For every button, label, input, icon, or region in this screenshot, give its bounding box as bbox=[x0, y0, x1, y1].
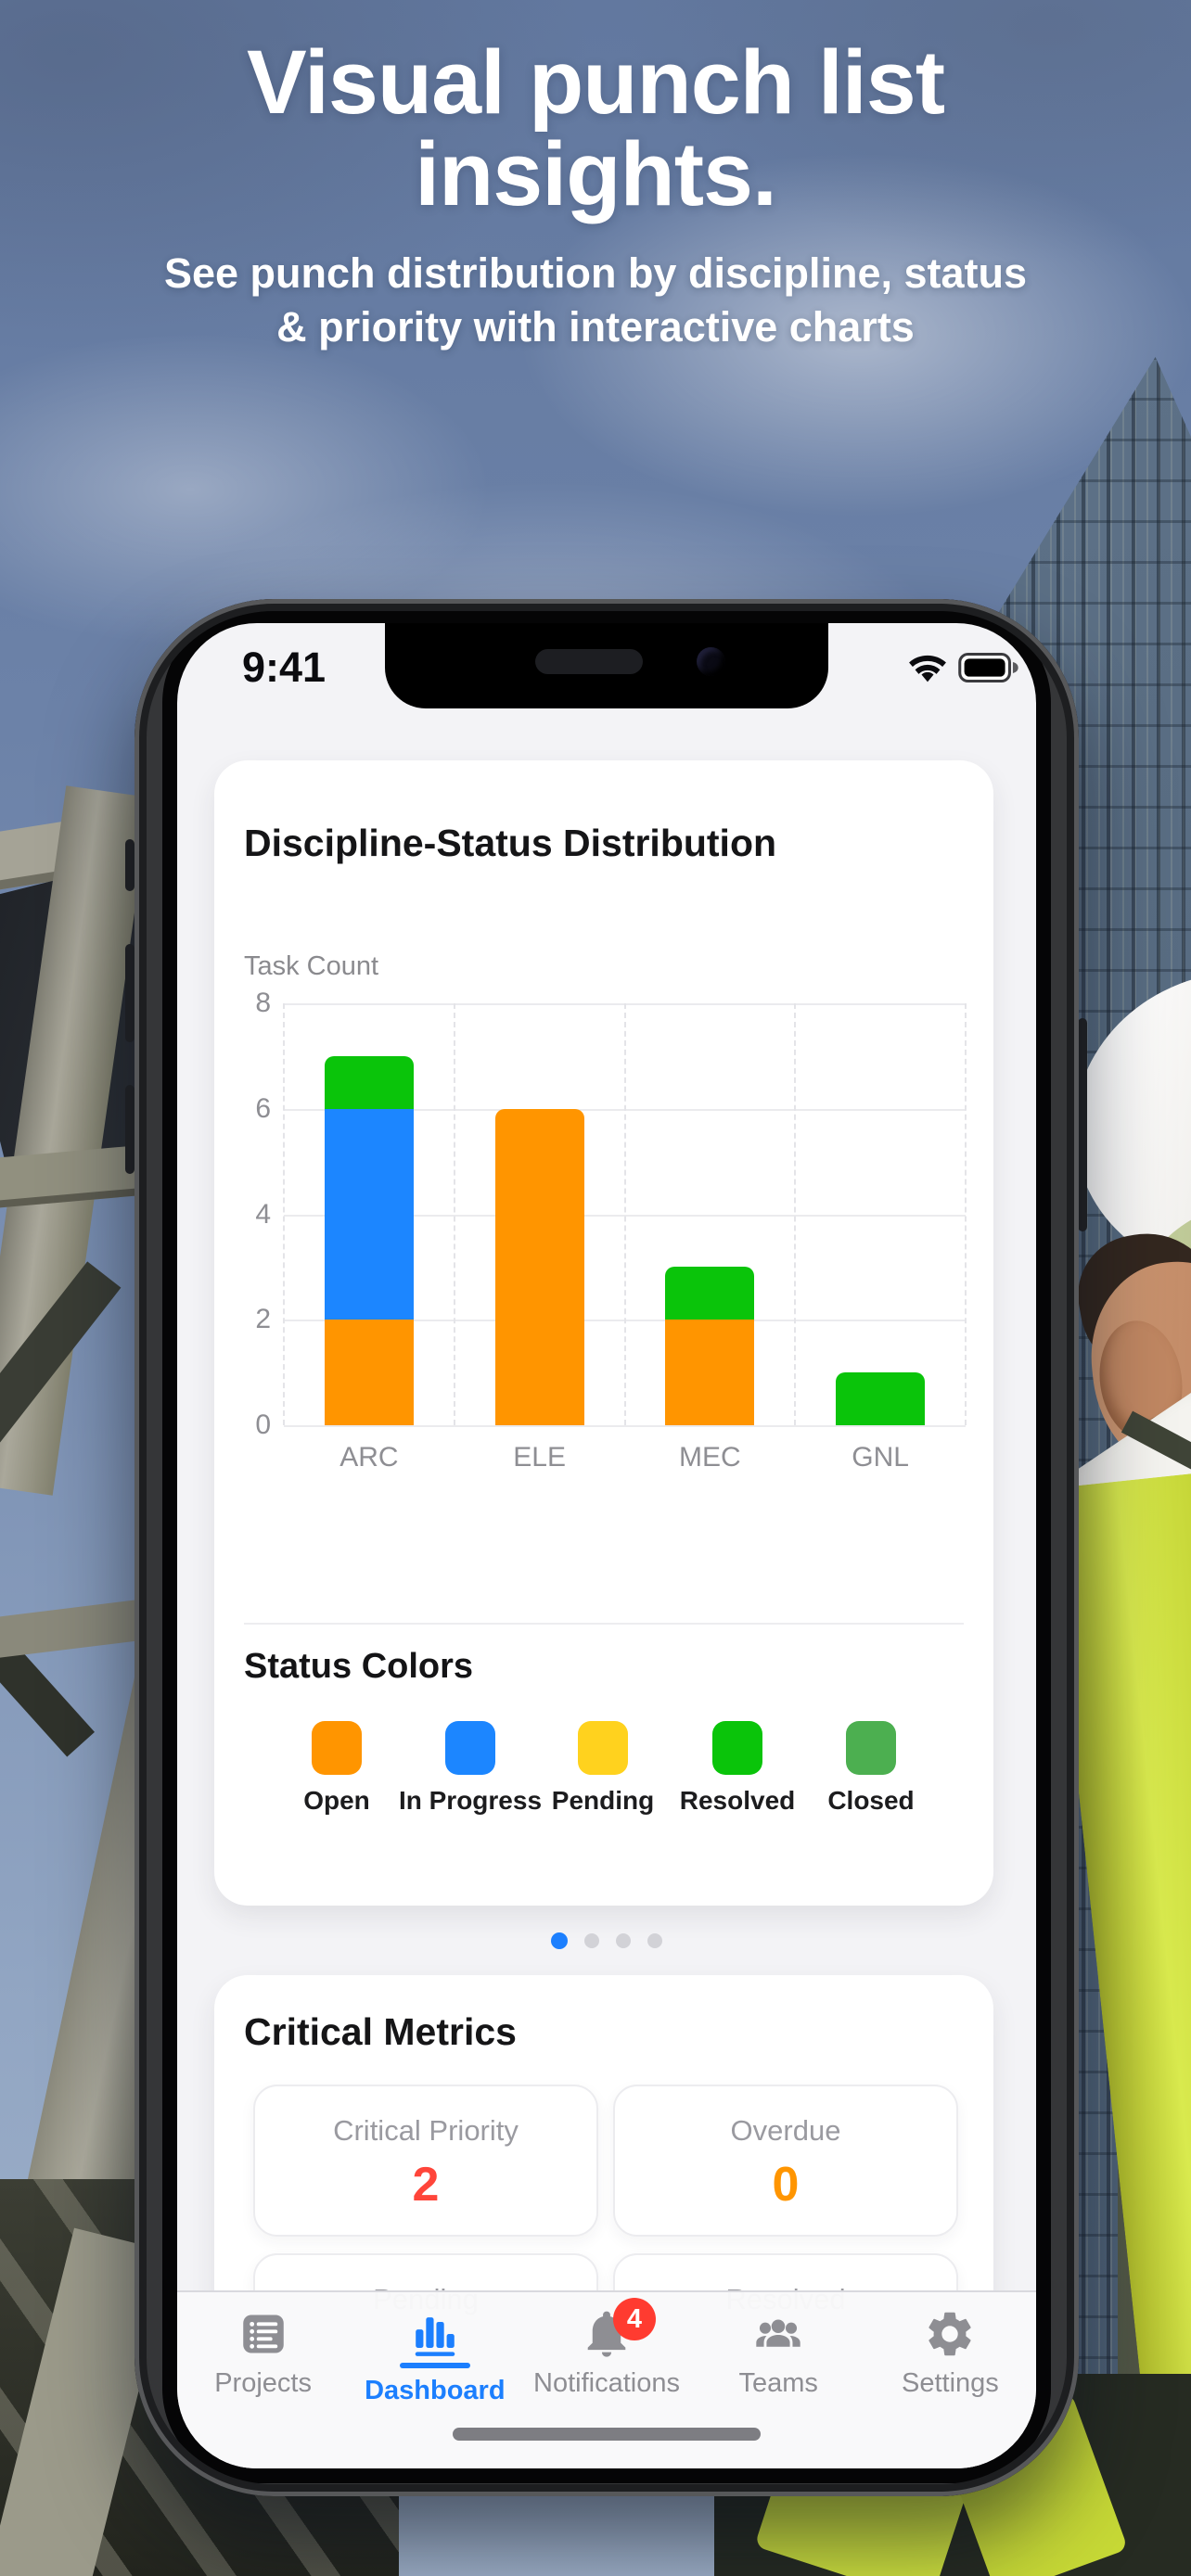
tab-bar: Projects Dashboard 4 Notifications Teams Sett… bbox=[177, 2290, 1036, 2468]
chart-gridline-v bbox=[283, 1003, 285, 1425]
bar-segment-ARC-open[interactable] bbox=[324, 1320, 414, 1425]
chart-xcat-label: GNL bbox=[852, 1442, 909, 1473]
bar-segment-MEC-open[interactable] bbox=[665, 1320, 755, 1425]
chart-xcat-label: MEC bbox=[679, 1442, 741, 1473]
home-indicator[interactable] bbox=[453, 2428, 761, 2441]
legend-item-pending: Pending bbox=[524, 1721, 682, 1816]
legend-item-resolved: Resolved bbox=[659, 1721, 816, 1816]
legend-item-closed: Closed bbox=[792, 1721, 950, 1816]
chart-gridline-v bbox=[965, 1003, 967, 1425]
chart-ytick-label: 2 bbox=[255, 1304, 271, 1335]
mute-switch bbox=[125, 839, 134, 891]
projects-icon bbox=[237, 2307, 290, 2361]
app-screen: 9:41 bbox=[177, 623, 1036, 2468]
hero-title: Visual punch list insights. bbox=[247, 32, 945, 224]
bar-segment-ARC-resolved[interactable] bbox=[324, 1055, 414, 1109]
metric-value: 2 bbox=[412, 2158, 440, 2212]
metric-value: 0 bbox=[772, 2158, 800, 2212]
dashboard-icon bbox=[408, 2307, 462, 2361]
legend-item-open: Open bbox=[258, 1721, 416, 1816]
chart-xcat-label: ARC bbox=[339, 1442, 399, 1473]
statusbar-time: 9:41 bbox=[242, 644, 327, 691]
legend-label: In Progress bbox=[398, 1786, 543, 1815]
page-dot-2[interactable] bbox=[584, 1933, 599, 1948]
hero-subtitle: See punch distribution by discipline, st… bbox=[163, 249, 1028, 351]
discipline-status-card: Discipline-Status Distribution Task Coun… bbox=[214, 760, 993, 1906]
chart-ytick-label: 0 bbox=[255, 1409, 271, 1440]
tab-dashboard[interactable]: Dashboard bbox=[349, 2292, 520, 2468]
notification-badge: 4 bbox=[613, 2298, 656, 2340]
page-dot-4[interactable] bbox=[647, 1933, 662, 1948]
volume-down-button bbox=[125, 1085, 134, 1174]
chart-gridline-v bbox=[623, 1003, 626, 1425]
tab-label: Projects bbox=[214, 2368, 312, 2398]
battery-icon bbox=[958, 652, 1019, 688]
speaker-grille bbox=[535, 649, 643, 674]
legend-swatch bbox=[578, 1721, 628, 1775]
chart-ytick-label: 6 bbox=[255, 1092, 271, 1124]
bar-segment-GNL-resolved[interactable] bbox=[836, 1372, 926, 1425]
bar-segment-ELE-open[interactable] bbox=[494, 1108, 584, 1425]
legend-swatch bbox=[846, 1721, 896, 1775]
legend-title: Status Colors bbox=[244, 1647, 474, 1686]
chart-card-title: Discipline-Status Distribution bbox=[244, 822, 777, 864]
legend-swatch bbox=[712, 1721, 762, 1775]
tab-label: Notifications bbox=[533, 2368, 680, 2398]
chart-ytick-label: 4 bbox=[255, 1198, 271, 1230]
page-dot-1[interactable] bbox=[551, 1932, 568, 1949]
notch bbox=[385, 623, 828, 708]
volume-up-button bbox=[125, 944, 134, 1042]
settings-icon bbox=[923, 2307, 977, 2361]
metric-tile-overdue: Overdue 0 bbox=[613, 2085, 958, 2237]
chart-xcat-label: ELE bbox=[513, 1442, 566, 1473]
tab-label: Dashboard bbox=[365, 2376, 506, 2405]
bar-segment-ARC-in-progress[interactable] bbox=[324, 1108, 414, 1320]
page-dot-3[interactable] bbox=[616, 1933, 631, 1948]
wifi-icon bbox=[906, 651, 949, 689]
legend-swatch bbox=[312, 1721, 362, 1775]
card-divider bbox=[244, 1623, 964, 1625]
power-button bbox=[1078, 1018, 1087, 1231]
chart-ylabel: Task Count bbox=[244, 951, 379, 981]
tab-notifications[interactable]: 4 Notifications bbox=[520, 2292, 692, 2468]
tab-label: Teams bbox=[738, 2368, 818, 2398]
metric-label: Overdue bbox=[730, 2114, 841, 2147]
metric-label: Critical Priority bbox=[333, 2114, 519, 2147]
legend-item-in-progress: In Progress bbox=[391, 1721, 549, 1816]
teams-icon bbox=[751, 2307, 805, 2361]
tab-teams[interactable]: Teams bbox=[693, 2292, 864, 2468]
legend-label: Open bbox=[303, 1786, 370, 1815]
notifications-icon: 4 bbox=[580, 2298, 656, 2361]
active-tab-underline bbox=[399, 2363, 470, 2368]
tab-settings[interactable]: Settings bbox=[864, 2292, 1036, 2468]
metric-tile-critical-priority: Critical Priority 2 bbox=[253, 2085, 598, 2237]
front-camera bbox=[697, 647, 725, 676]
legend-label: Pending bbox=[551, 1786, 655, 1815]
bar-segment-MEC-resolved[interactable] bbox=[665, 1267, 755, 1320]
stacked-bar-chart[interactable]: 0 2 4 6 8 ARC ELE MEC GNL bbox=[255, 988, 967, 1473]
legend-label: Closed bbox=[827, 1786, 915, 1815]
metrics-title: Critical Metrics bbox=[244, 2010, 517, 2053]
tab-label: Settings bbox=[902, 2368, 999, 2398]
chart-gridline-v bbox=[794, 1003, 797, 1425]
legend-label: Resolved bbox=[679, 1786, 796, 1815]
chart-gridline-v bbox=[453, 1003, 455, 1425]
page-indicator bbox=[177, 1932, 1036, 1949]
hero-copy: Visual punch list insights. See punch di… bbox=[0, 0, 1191, 355]
iphone-mockup: 9:41 bbox=[134, 599, 1079, 2496]
chart-gridline-h bbox=[284, 1425, 966, 1427]
chart-ytick-label: 8 bbox=[255, 988, 271, 1018]
legend-swatch bbox=[445, 1721, 495, 1775]
tab-projects[interactable]: Projects bbox=[177, 2292, 349, 2468]
